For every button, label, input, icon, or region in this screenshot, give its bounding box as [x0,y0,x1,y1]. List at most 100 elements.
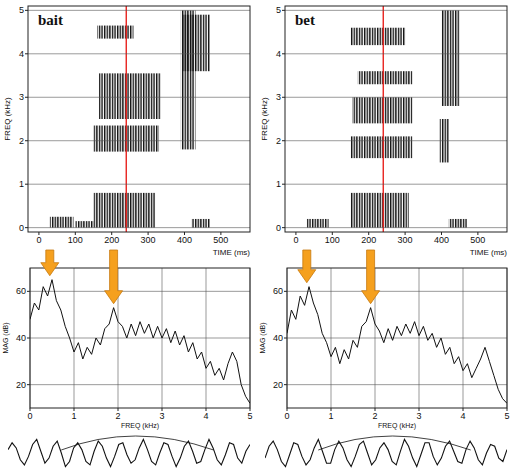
grid-line [28,10,250,11]
plot-area [265,439,507,466]
grid-line [285,53,507,54]
grid-line [285,184,507,185]
cursor-line [126,6,127,232]
grid-line [206,268,207,408]
axis-title: MAG (dB) [259,322,267,353]
tick-label: 5 [276,5,281,15]
tick-label: 4 [19,49,24,59]
grid-line [331,268,332,408]
tick-label: 2 [276,136,281,146]
axis-title: MAG (dB) [2,322,10,353]
energy-region [97,26,133,39]
tick-label: 60 [273,286,283,296]
grid-line [30,338,250,339]
plot-background [285,6,507,232]
axis-title: TIME (ms) [470,248,508,257]
energy-region [183,15,210,72]
tick-label: 0 [36,235,41,245]
grid-line [285,97,507,98]
tick-label: 2 [372,411,377,421]
energy-region [75,221,93,228]
tick-label: 0 [27,411,32,421]
plot-frame [285,6,507,232]
energy-region [358,71,413,84]
tick-label: 40 [16,333,26,343]
arrow [105,250,123,304]
plot-area [8,439,250,466]
energy-region [50,217,74,228]
tick-label: 1 [276,179,281,189]
tick-label: 5 [504,411,509,421]
window-arc [318,436,470,450]
tick-label: 2 [115,411,120,421]
tick-label: 500 [213,235,228,245]
tick-label: 0 [19,223,24,233]
window-arc [61,436,213,450]
grid-line [28,97,250,98]
tick-label: 40 [273,333,283,343]
tick-label: 200 [361,235,376,245]
plot-area [50,6,210,232]
energy-region [441,10,459,106]
tick-label: 1 [19,179,24,189]
grid-line [287,384,507,385]
plot-area [287,287,507,404]
tick-label: 5 [247,411,252,421]
tick-label: 4 [460,411,465,421]
axis-title: FREQ (kHz) [3,97,12,141]
grid-line [30,291,250,292]
tick-label: 60 [16,286,26,296]
tick-label: 200 [104,235,119,245]
tick-label: 100 [325,235,340,245]
arrow [362,250,380,304]
tick-label: 5 [19,5,24,15]
tick-label: 0 [293,235,298,245]
energy-region [307,219,329,228]
tick-label: 100 [68,235,83,245]
grid-line [74,268,75,408]
energy-region [94,193,156,228]
grid-line [28,140,250,141]
plot-area [30,280,250,404]
grid-line [28,184,250,185]
grid-line [28,53,250,54]
title-patch [293,12,317,28]
energy-region [351,136,413,158]
figure: 0123450100200300400500baitFREQ (kHz)TIME… [0,0,513,474]
grid-line [419,268,420,408]
energy-region [351,193,409,228]
plot-frame [287,268,507,408]
grid-line [463,268,464,408]
tick-label: 20 [16,380,26,390]
energy-region [192,219,210,228]
energy-region [351,28,406,45]
tick-label: 3 [416,411,421,421]
tick-label: 400 [177,235,192,245]
grid-line [285,10,507,11]
plot-background [28,6,250,232]
grid-line [285,140,507,141]
tick-label: 3 [276,92,281,102]
title-patch [36,12,65,28]
tick-label: 4 [276,49,281,59]
waveform-line [8,439,250,466]
plot-area [307,6,467,232]
energy-region [449,219,467,228]
axis-title: FREQ (kHz) [378,422,416,430]
tick-label: 20 [273,380,283,390]
grid-line [287,338,507,339]
cursor-line [383,6,384,232]
tick-label: 0 [276,223,281,233]
plot-frame [28,6,250,232]
grid-line [285,227,507,228]
tick-label: 300 [398,235,413,245]
tick-label: 1 [71,411,76,421]
panel-title: bet [295,12,315,28]
tick-label: 300 [141,235,156,245]
tick-label: 0 [284,411,289,421]
spectrum-line [287,287,507,404]
axis-title: TIME (ms) [213,248,251,257]
tick-label: 2 [19,136,24,146]
energy-region [99,73,161,119]
grid-line [30,384,250,385]
